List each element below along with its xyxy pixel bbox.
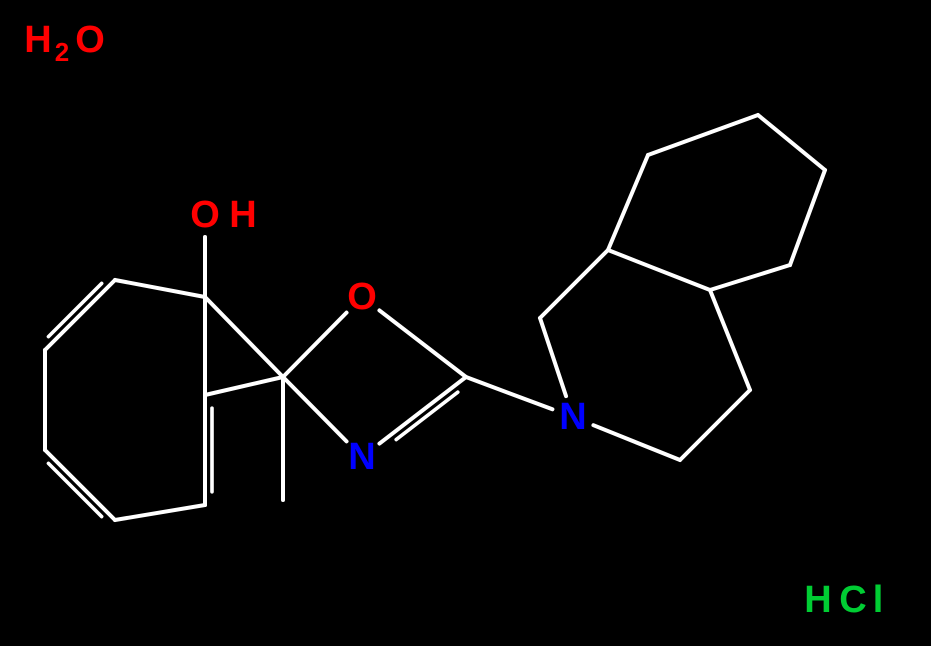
atom-HCl_H: H xyxy=(804,579,831,621)
atom-OH_H: H xyxy=(229,194,256,236)
bonds-layer xyxy=(45,115,825,520)
atom-h2o_2: 2 xyxy=(55,37,69,67)
atom-h2o_O: O xyxy=(75,19,105,61)
atom-HCl_l: l xyxy=(873,579,884,621)
atom-N2: N xyxy=(559,396,586,438)
atom-HCl_C: C xyxy=(839,579,866,621)
atom-O_ring: O xyxy=(347,276,377,318)
atoms-layer: H2OOHONNHCl xyxy=(24,19,883,621)
molecule-diagram: H2OOHONNHCl xyxy=(0,0,931,646)
atom-h2o_H1: H xyxy=(24,19,51,61)
atom-OH_O: O xyxy=(190,194,220,236)
atom-N1: N xyxy=(348,436,375,478)
